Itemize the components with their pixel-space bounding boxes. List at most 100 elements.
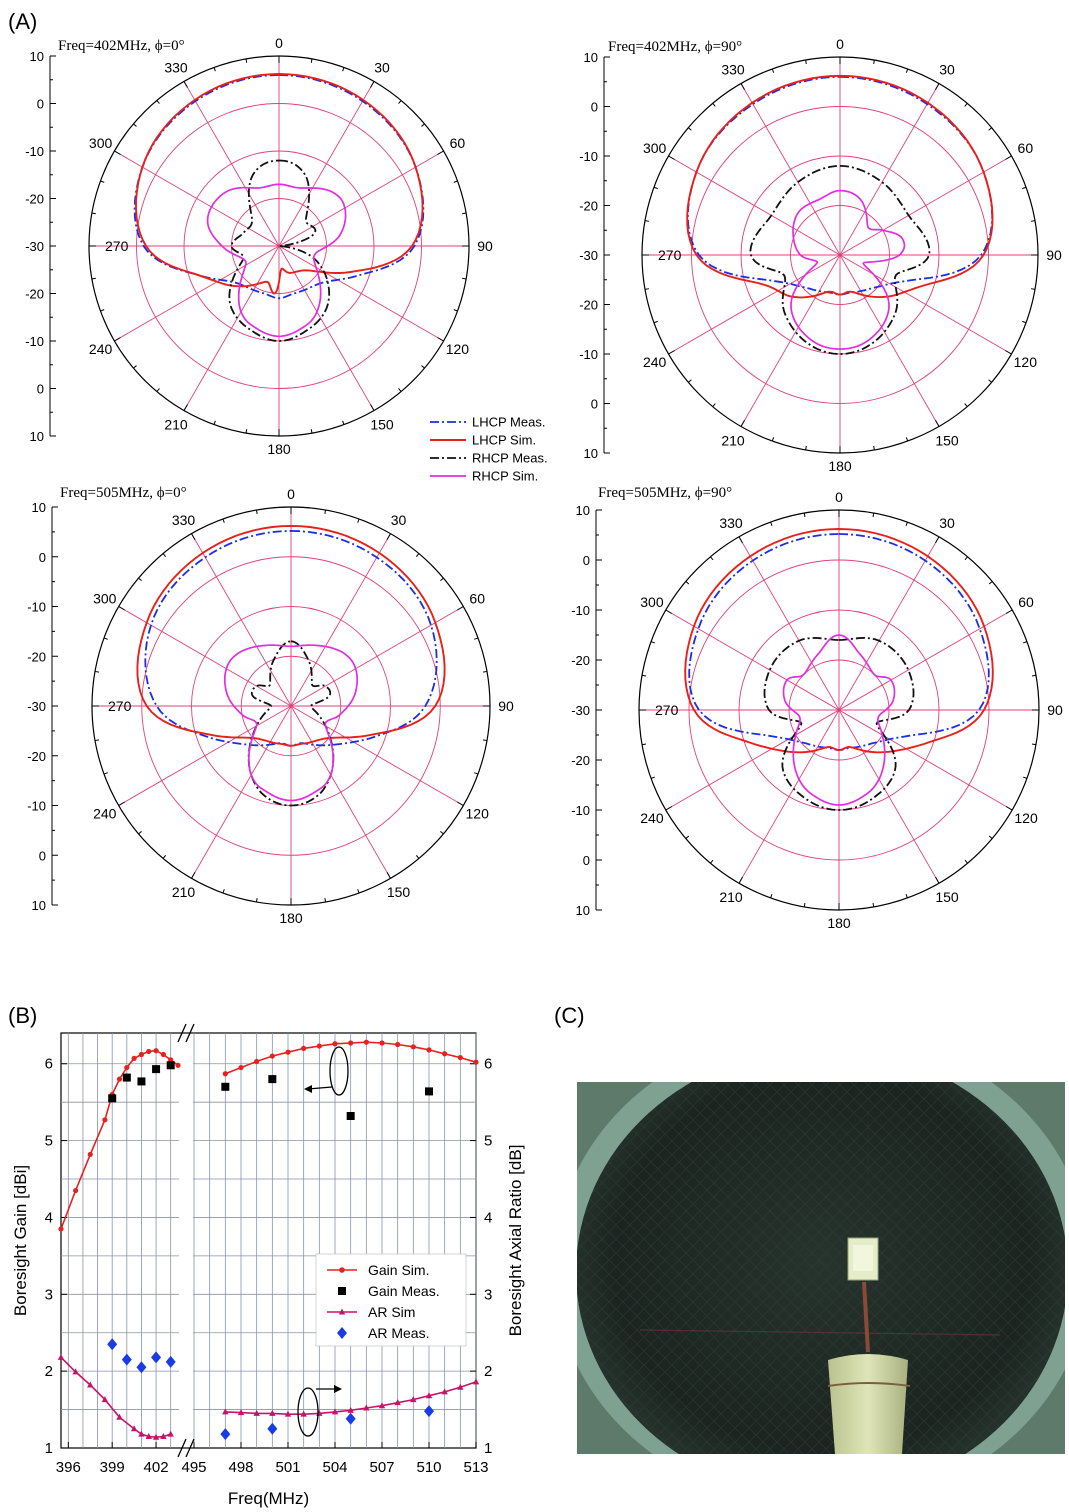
radial-tick-label: -10	[579, 347, 598, 362]
series-gain-sim	[222, 1039, 479, 1077]
angle-label: 30	[939, 62, 955, 78]
legend-panel-a: LHCP Meas. LHCP Sim. RHCP Meas. RHCP Sim.	[430, 415, 548, 484]
panel-label-b: (B)	[8, 1003, 37, 1028]
point	[346, 1112, 355, 1120]
point	[130, 1425, 138, 1432]
x-tick-label: 504	[322, 1459, 347, 1476]
point	[73, 1187, 79, 1194]
ring-tick	[103, 772, 108, 775]
series-gain-meas	[108, 1061, 433, 1120]
ring-tick	[156, 100, 160, 104]
angle-label: 180	[828, 458, 852, 474]
polar-title: Freq=505MHz, ϕ=90°	[598, 485, 732, 501]
ring-tick	[398, 100, 402, 104]
angle-label: 150	[387, 884, 411, 900]
series-rhcp-sim	[782, 634, 896, 806]
point	[331, 1408, 339, 1415]
point	[145, 1432, 152, 1439]
ring-tick	[213, 420, 216, 425]
point	[137, 1077, 146, 1086]
radial-tick-label: 0	[591, 397, 598, 412]
ring-tick	[1030, 220, 1036, 222]
x-axis-title: Freq(MHz)	[228, 1489, 309, 1508]
radial-tick-label: -30	[571, 703, 590, 718]
ring-tick	[156, 388, 160, 392]
angle-label: 150	[370, 416, 394, 432]
point	[121, 1353, 132, 1366]
ring-tick	[803, 512, 806, 518]
x-tick-label: 513	[463, 1459, 488, 1476]
angle-label: 270	[108, 698, 132, 714]
point	[136, 1361, 147, 1374]
point	[166, 1061, 175, 1070]
ring-tick	[872, 512, 875, 518]
point	[175, 1062, 181, 1068]
ring-tick	[370, 81, 375, 88]
legend-marker-gain-meas	[338, 1287, 346, 1295]
angle-label: 270	[658, 247, 682, 263]
angle-label: 180	[279, 910, 303, 926]
point	[87, 1381, 94, 1388]
series-lhcp-sim	[135, 73, 424, 295]
point	[160, 1432, 167, 1439]
point	[237, 1409, 245, 1416]
x-tick-label: 510	[416, 1459, 441, 1476]
ring-tick	[1023, 641, 1028, 644]
point	[424, 1405, 434, 1418]
point	[426, 1047, 432, 1053]
angle-label: 240	[640, 810, 664, 826]
radial-tick-label: 10	[32, 898, 46, 913]
radial-tick-label: -20	[571, 653, 590, 668]
ring-tick	[100, 180, 105, 183]
ring-tick	[770, 521, 773, 526]
grid-spoke	[738, 536, 940, 884]
axis-break-mark	[177, 1023, 187, 1043]
ring-tick	[803, 902, 806, 908]
ring-tick	[324, 897, 327, 903]
legend-label-rhcp-sim: RHCP Sim.	[472, 469, 538, 484]
y-tick-label-left: 6	[45, 1056, 53, 1073]
radial-tick-label: -10	[571, 803, 590, 818]
ring-tick	[1022, 186, 1027, 190]
ring-tick	[415, 855, 420, 859]
ring-tick	[964, 859, 968, 864]
grid-spoke	[191, 533, 391, 879]
ring-tick	[482, 670, 488, 673]
legend-label-lhcp-sim: LHCP Sim.	[472, 433, 536, 448]
x-tick-label: 507	[369, 1459, 394, 1476]
ring-tick	[222, 889, 225, 894]
ring-tick	[421, 123, 425, 127]
radial-tick-label: 10	[584, 446, 598, 461]
series-rhcp-sim	[206, 183, 347, 338]
ring-tick	[738, 876, 743, 884]
point	[425, 1392, 433, 1399]
point	[87, 1151, 93, 1158]
point	[472, 1378, 480, 1385]
radial-tick-label: -20	[579, 199, 598, 214]
ring-tick	[133, 123, 137, 127]
point	[58, 1226, 64, 1232]
angle-label: 210	[172, 884, 196, 900]
ring-tick	[1005, 806, 1013, 811]
legend-label-lhcp-meas: LHCP Meas.	[472, 415, 545, 430]
ring-tick	[650, 776, 655, 779]
point	[254, 1058, 260, 1065]
point	[102, 1117, 108, 1123]
angle-label: 180	[827, 915, 851, 931]
polar-title: Freq=402MHz, ϕ=0°	[58, 38, 185, 54]
ring-tick	[1022, 320, 1027, 324]
point	[152, 1065, 161, 1074]
point	[410, 1396, 417, 1403]
point	[300, 1410, 307, 1417]
annotation-ellipse-ar	[297, 1387, 319, 1437]
ring-tick	[710, 859, 714, 864]
polar-title: Freq=402MHz, ϕ=90°	[608, 39, 742, 55]
point	[473, 1059, 479, 1065]
ring-tick	[935, 876, 940, 884]
angle-label: 300	[93, 591, 117, 607]
axis-break-gap	[179, 1034, 193, 1447]
series-rhcp-meas	[228, 159, 331, 342]
axis-break-mark	[177, 1438, 187, 1458]
angle-label: 240	[89, 341, 113, 357]
angle-label: 90	[477, 238, 493, 254]
